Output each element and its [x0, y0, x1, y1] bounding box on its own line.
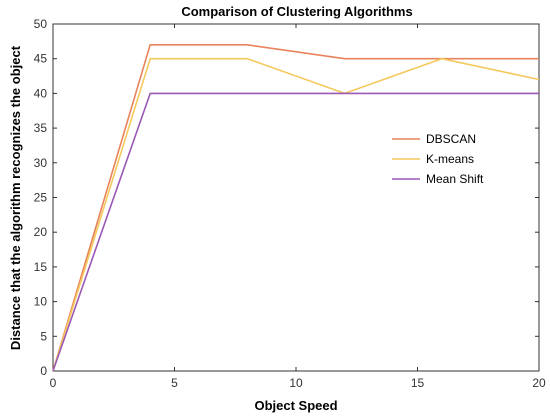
- y-axis-label: Distance that the algorithm recognizes t…: [8, 45, 23, 350]
- series-line-mean-shift: [52, 92, 539, 372]
- y-tick-label: 10: [34, 295, 48, 309]
- series-line-dbscan: [52, 44, 539, 372]
- x-tick-label: 10: [289, 376, 303, 390]
- x-tick-label: 20: [532, 376, 546, 390]
- legend: DBSCAN K-means Mean Shift: [392, 132, 484, 186]
- y-tick-label: 45: [34, 52, 48, 66]
- series-line-k-means: [52, 57, 540, 372]
- y-tick-label: 15: [34, 260, 48, 274]
- series-lines: [52, 44, 540, 372]
- y-tick-label: 40: [34, 86, 48, 100]
- y-tick-label: 50: [34, 17, 48, 31]
- legend-label-mean-shift: Mean Shift: [426, 172, 484, 186]
- y-tick-label: 30: [34, 156, 48, 170]
- y-tick-label: 20: [34, 225, 48, 239]
- x-tick-label: 0: [50, 376, 57, 390]
- legend-label-dbscan: DBSCAN: [426, 132, 476, 146]
- axis-ticks: 0 5 10 15 20 0 5 10 15 20 25 30 35 40 45 50: [34, 17, 546, 390]
- x-axis-label: Object Speed: [254, 398, 337, 413]
- y-tick-label: 5: [40, 329, 47, 343]
- legend-label-k-means: K-means: [426, 152, 474, 166]
- y-tick-label: 25: [34, 191, 48, 205]
- y-tick-label: 35: [34, 121, 48, 135]
- x-tick-label: 5: [171, 376, 178, 390]
- x-tick-label: 15: [411, 376, 425, 390]
- chart-title: Comparison of Clustering Algorithms: [181, 4, 412, 19]
- y-tick-label: 0: [40, 364, 47, 378]
